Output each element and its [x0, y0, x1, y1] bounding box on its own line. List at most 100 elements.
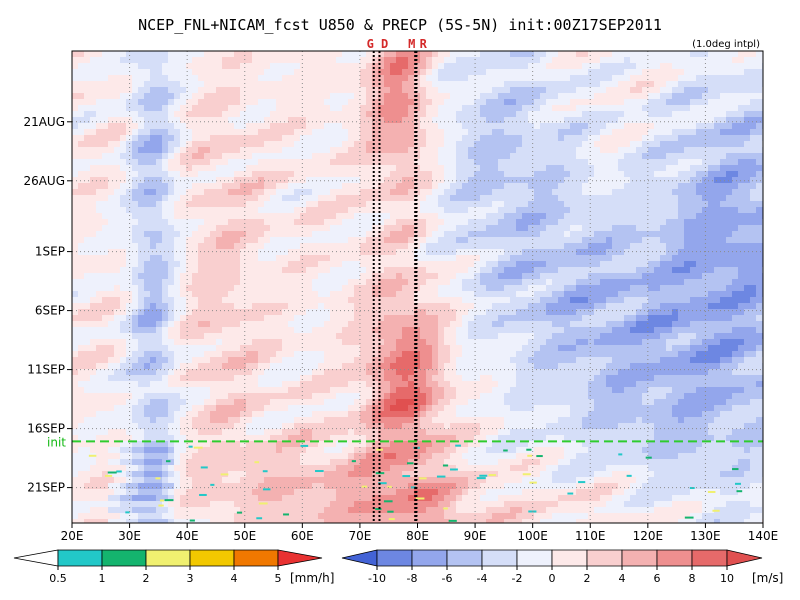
heat-cell — [348, 123, 354, 129]
heat-cell — [756, 81, 762, 87]
heat-cell — [480, 249, 486, 255]
heat-cell — [468, 93, 474, 99]
heat-cell — [234, 213, 240, 219]
heat-cell — [288, 141, 294, 147]
heat-cell — [750, 147, 756, 153]
heat-cell — [582, 201, 588, 207]
heat-cell — [462, 303, 468, 309]
heat-cell — [102, 159, 108, 165]
heat-cell — [522, 75, 528, 81]
heat-cell — [630, 63, 636, 69]
heat-cell — [618, 165, 624, 171]
heat-cell — [696, 69, 702, 75]
heat-cell — [690, 123, 696, 129]
heat-cell — [264, 51, 270, 57]
heat-cell — [378, 189, 384, 195]
heat-cell — [210, 237, 216, 243]
heat-cell — [174, 219, 180, 225]
heat-cell — [288, 135, 294, 141]
heat-cell — [630, 153, 636, 159]
heat-cell — [294, 129, 300, 135]
heat-cell — [120, 165, 126, 171]
heat-cell — [606, 255, 612, 261]
heat-cell — [426, 249, 432, 255]
heat-cell — [402, 165, 408, 171]
heat-cell — [408, 273, 414, 279]
heat-cell — [648, 57, 654, 63]
heat-cell — [606, 165, 612, 171]
heat-cell — [576, 237, 582, 243]
heat-cell — [252, 201, 258, 207]
heat-cell — [162, 195, 168, 201]
heat-cell — [114, 219, 120, 225]
heat-cell — [474, 195, 480, 201]
heat-cell — [666, 69, 672, 75]
heat-cell — [498, 165, 504, 171]
heat-cell — [180, 159, 186, 165]
heat-cell — [618, 201, 624, 207]
heat-cell — [288, 93, 294, 99]
heat-cell — [708, 57, 714, 63]
heat-cell — [504, 195, 510, 201]
heat-cell — [540, 159, 546, 165]
heat-cell — [540, 261, 546, 267]
heat-cell — [432, 99, 438, 105]
heat-cell — [672, 267, 678, 273]
heat-cell — [264, 63, 270, 69]
heat-cell — [420, 285, 426, 291]
heat-cell — [252, 129, 258, 135]
heat-cell — [252, 237, 258, 243]
heat-cell — [354, 177, 360, 183]
heat-cell — [78, 141, 84, 147]
heat-cell — [546, 165, 552, 171]
heat-cell — [720, 225, 726, 231]
heat-cell — [426, 225, 432, 231]
heat-cell — [744, 69, 750, 75]
heat-cell — [186, 69, 192, 75]
heat-cell — [480, 57, 486, 63]
heat-cell — [582, 231, 588, 237]
heat-cell — [720, 183, 726, 189]
heat-cell — [738, 249, 744, 255]
heat-cell — [210, 273, 216, 279]
heat-cell — [636, 213, 642, 219]
heat-cell — [714, 117, 720, 123]
heat-cell — [402, 51, 408, 57]
heat-cell — [666, 231, 672, 237]
heat-cell — [540, 93, 546, 99]
heat-cell — [270, 141, 276, 147]
heat-cell — [186, 165, 192, 171]
heat-cell — [144, 57, 150, 63]
heat-cell — [330, 213, 336, 219]
heat-cell — [372, 99, 378, 105]
heat-cell — [384, 225, 390, 231]
heat-cell — [186, 105, 192, 111]
heat-cell — [432, 261, 438, 267]
heat-cell — [384, 135, 390, 141]
heat-cell — [732, 93, 738, 99]
heat-cell — [162, 291, 168, 297]
heat-cell — [564, 291, 570, 297]
heat-cell — [444, 111, 450, 117]
heat-cell — [240, 231, 246, 237]
heat-cell — [396, 249, 402, 255]
heat-cell — [186, 159, 192, 165]
heat-cell — [330, 219, 336, 225]
heat-cell — [618, 267, 624, 273]
heat-cell — [366, 201, 372, 207]
heat-cell — [312, 171, 318, 177]
heat-cell — [186, 99, 192, 105]
heat-cell — [444, 99, 450, 105]
heat-cell — [234, 207, 240, 213]
heat-cell — [750, 153, 756, 159]
heat-cell — [324, 153, 330, 159]
heat-cell — [372, 69, 378, 75]
heat-cell — [684, 93, 690, 99]
heat-cell — [402, 285, 408, 291]
heat-cell — [186, 225, 192, 231]
heat-cell — [84, 111, 90, 117]
heat-cell — [72, 255, 78, 261]
heat-cell — [636, 75, 642, 81]
heat-cell — [216, 201, 222, 207]
heat-cell — [468, 105, 474, 111]
